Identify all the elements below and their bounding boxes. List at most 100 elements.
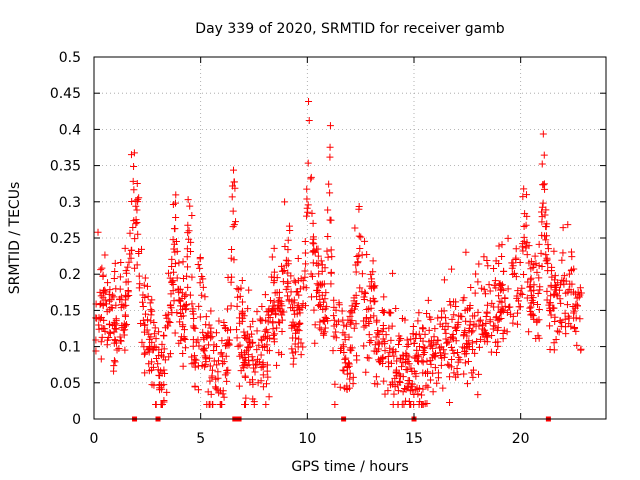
srmtid-point	[213, 361, 221, 369]
srmtid-point	[475, 343, 483, 351]
srmtid-point	[395, 341, 403, 349]
srmtid-point	[287, 288, 295, 296]
srmtid-point	[458, 313, 466, 321]
srmtid-point	[122, 301, 130, 309]
srmtid-point	[141, 310, 149, 318]
srmtid-point	[327, 268, 335, 276]
srmtid-point	[165, 353, 173, 361]
srmtid-point	[289, 349, 297, 357]
srmtid-point	[293, 287, 301, 295]
srmtid-point	[127, 151, 135, 159]
srmtid-point	[500, 267, 508, 275]
srmtid-point	[338, 307, 346, 315]
srmtid-point	[255, 341, 263, 349]
srmtid-point	[509, 259, 517, 267]
srmtid-point	[526, 304, 534, 312]
srmtid-point	[419, 358, 427, 366]
srmtid-point	[168, 263, 176, 271]
srmtid-point	[97, 338, 105, 346]
srmtid-point	[227, 278, 235, 286]
srmtid-point	[531, 252, 539, 260]
srmtid-point	[434, 314, 442, 322]
srmtid-point	[484, 262, 492, 270]
srmtid-point	[466, 304, 474, 312]
srmtid-point	[551, 276, 559, 284]
srmtid-point	[499, 307, 507, 315]
y-tick-label: 0.05	[50, 376, 81, 392]
srmtid-point	[341, 384, 349, 392]
srmtid-point	[95, 314, 103, 322]
srmtid-point	[294, 343, 302, 351]
srmtid-point	[151, 324, 159, 332]
srmtid-point	[486, 318, 494, 326]
srmtid-point	[180, 302, 188, 310]
srmtid-point	[564, 221, 572, 229]
srmtid-point	[518, 284, 526, 292]
srmtid-point	[273, 274, 281, 282]
srmtid-point	[318, 267, 326, 275]
srmtid-point	[363, 305, 371, 313]
srmtid-point	[111, 358, 119, 366]
srmtid-point	[207, 307, 215, 315]
srmtid-point	[448, 315, 456, 323]
srmtid-point	[160, 332, 168, 340]
srmtid-point	[232, 218, 240, 226]
srmtid-point	[321, 324, 329, 332]
srmtid-point	[164, 310, 172, 318]
srmtid-point	[308, 293, 316, 301]
srmtid-point	[397, 363, 405, 371]
srmtid-point	[205, 401, 213, 409]
srmtid-point	[442, 329, 450, 337]
srmtid-point	[507, 310, 515, 318]
srmtid-point	[388, 322, 396, 330]
srmtid-point	[223, 369, 231, 377]
srmtid-point	[170, 225, 178, 233]
srmtid-point	[559, 249, 567, 257]
srmtid-point	[172, 237, 180, 245]
srmtid-point	[402, 349, 410, 357]
srmtid-point	[577, 345, 585, 353]
srmtid-point	[519, 247, 527, 255]
srmtid-point	[296, 319, 304, 327]
y-tick-label: 0.3	[59, 195, 81, 211]
srmtid-point	[185, 227, 193, 235]
srmtid-point	[135, 194, 143, 202]
srmtid-point	[284, 269, 292, 277]
srmtid-point	[253, 327, 261, 335]
srmtid-point	[271, 330, 279, 338]
srmtid-point	[150, 330, 158, 338]
srmtid-point	[121, 244, 129, 252]
srmtid-point	[395, 332, 403, 340]
srmtid-point	[350, 324, 358, 332]
srmtid-point	[253, 360, 261, 368]
srmtid-point	[302, 284, 310, 292]
srmtid-point	[427, 376, 435, 384]
srmtid-point	[358, 270, 366, 278]
srmtid-point	[273, 324, 281, 332]
srmtid-point	[141, 349, 149, 357]
srmtid-point	[237, 284, 245, 292]
srmtid-point	[248, 353, 256, 361]
srmtid-point	[347, 320, 355, 328]
srmtid-point	[527, 274, 535, 282]
srmtid-point	[307, 175, 315, 183]
srmtid-point	[412, 370, 420, 378]
srmtid-point	[269, 331, 277, 339]
srmtid-point	[269, 325, 277, 333]
srmtid-point	[327, 280, 335, 288]
srmtid-point	[474, 278, 482, 286]
y-tick-label: 0.15	[50, 303, 81, 319]
srmtid-point	[469, 373, 477, 381]
srmtid-point	[273, 304, 281, 312]
srmtid-point	[419, 369, 427, 377]
axis-ticks: 0 0.05 0.1 0.15 0.2 0.25 0.3 0.35 0.4 0.45 0.5 0 5 10…	[50, 50, 606, 447]
srmtid-point	[188, 212, 196, 220]
srmtid-point	[479, 321, 487, 329]
srmtid-point	[233, 334, 241, 342]
srmtid-point	[146, 299, 154, 307]
srmtid-point	[251, 368, 259, 376]
srmtid-point	[429, 388, 437, 396]
srmtid-point	[481, 290, 489, 298]
srmtid-point	[112, 285, 120, 293]
srmtid-point	[98, 264, 106, 272]
